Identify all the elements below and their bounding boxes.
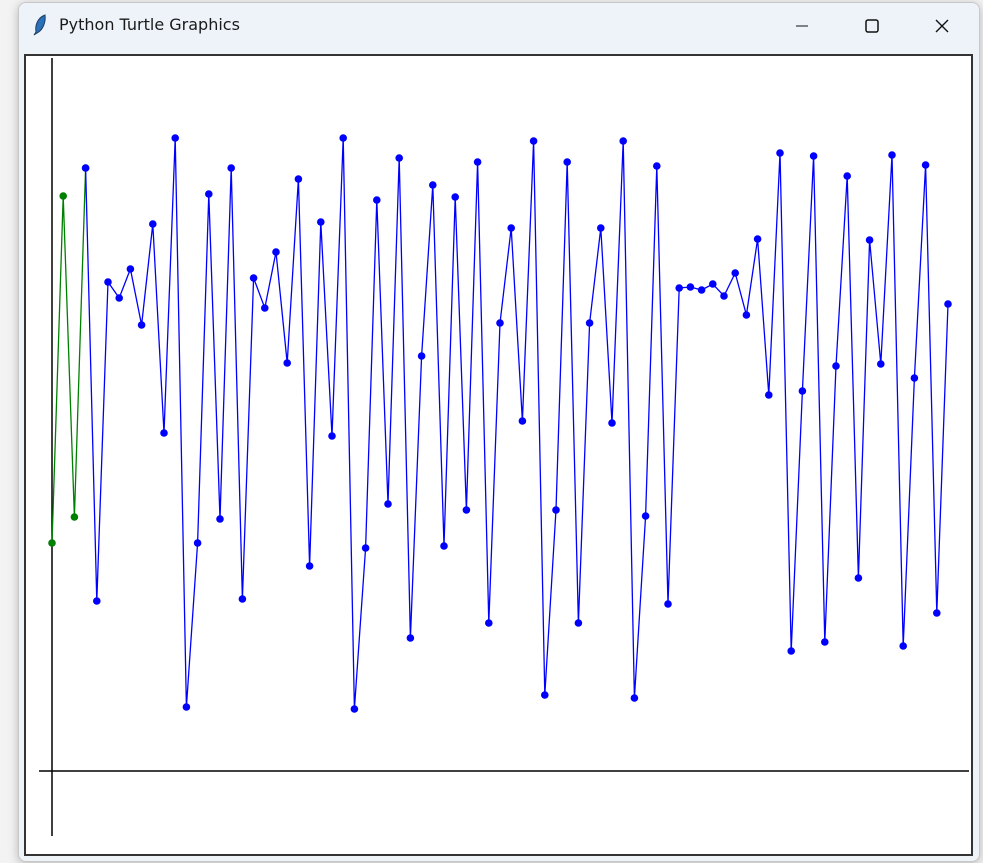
data-point bbox=[608, 419, 616, 427]
data-point bbox=[731, 269, 739, 277]
close-button[interactable] bbox=[919, 3, 965, 48]
series-line-0 bbox=[51, 167, 87, 544]
data-point bbox=[317, 218, 325, 226]
data-point bbox=[518, 417, 527, 425]
data-point bbox=[630, 694, 639, 702]
data-point bbox=[653, 162, 661, 170]
data-point bbox=[205, 190, 213, 198]
data-point bbox=[933, 609, 941, 617]
data-point bbox=[843, 172, 851, 180]
data-point bbox=[697, 286, 706, 294]
data-point bbox=[417, 352, 426, 360]
data-point bbox=[899, 642, 907, 650]
data-point bbox=[865, 236, 874, 244]
title-bar[interactable]: Python Turtle Graphics bbox=[19, 3, 979, 48]
data-point bbox=[541, 691, 549, 699]
data-point bbox=[104, 278, 112, 286]
data-point bbox=[171, 134, 179, 142]
data-point bbox=[373, 196, 381, 204]
data-point bbox=[877, 360, 885, 368]
data-point bbox=[507, 224, 515, 232]
data-point bbox=[160, 429, 168, 437]
data-point bbox=[753, 235, 762, 243]
data-point bbox=[361, 544, 370, 552]
data-point bbox=[328, 432, 336, 440]
data-point bbox=[765, 391, 773, 399]
maximize-button[interactable] bbox=[849, 3, 895, 48]
series-line-1 bbox=[84, 137, 949, 710]
data-point bbox=[720, 292, 728, 300]
data-point bbox=[664, 600, 672, 608]
data-point bbox=[451, 193, 460, 201]
data-point bbox=[787, 647, 795, 655]
data-point bbox=[473, 158, 482, 166]
data-point bbox=[272, 248, 280, 256]
data-point bbox=[585, 319, 594, 327]
data-point bbox=[552, 506, 560, 514]
data-point bbox=[798, 387, 807, 395]
data-point bbox=[440, 542, 448, 550]
data-point bbox=[193, 539, 202, 547]
data-point bbox=[261, 304, 269, 312]
data-point bbox=[944, 300, 952, 308]
data-point bbox=[339, 134, 348, 142]
maximize-icon bbox=[865, 18, 879, 33]
close-icon bbox=[935, 19, 949, 32]
data-point bbox=[81, 164, 90, 172]
data-point bbox=[48, 539, 56, 547]
data-point bbox=[137, 321, 146, 329]
data-point bbox=[93, 597, 101, 605]
data-point bbox=[294, 175, 303, 183]
data-point bbox=[59, 192, 67, 200]
data-point bbox=[182, 703, 191, 711]
data-point bbox=[709, 280, 717, 288]
data-point bbox=[686, 283, 695, 291]
data-point bbox=[809, 152, 818, 160]
data-point bbox=[619, 137, 627, 145]
data-point bbox=[406, 634, 415, 642]
data-point bbox=[641, 512, 650, 520]
data-point bbox=[305, 562, 314, 570]
data-point bbox=[115, 294, 123, 302]
data-point bbox=[283, 359, 292, 367]
data-point bbox=[910, 374, 919, 382]
data-point bbox=[675, 284, 683, 292]
minimize-button[interactable] bbox=[779, 3, 825, 48]
data-point bbox=[854, 574, 863, 582]
minimize-icon bbox=[796, 25, 808, 26]
data-point bbox=[384, 500, 392, 508]
data-point bbox=[227, 164, 235, 172]
data-point bbox=[574, 619, 583, 627]
data-point bbox=[832, 362, 840, 370]
data-point bbox=[563, 158, 571, 166]
data-point bbox=[496, 319, 504, 327]
data-point bbox=[238, 595, 247, 603]
data-point bbox=[429, 181, 437, 189]
data-point bbox=[921, 161, 930, 169]
data-point bbox=[597, 224, 605, 232]
data-point bbox=[126, 265, 135, 273]
data-point bbox=[888, 151, 896, 159]
data-point bbox=[350, 705, 359, 713]
data-point bbox=[462, 506, 471, 514]
data-point bbox=[216, 515, 224, 523]
data-point bbox=[529, 137, 538, 145]
window-title: Python Turtle Graphics bbox=[59, 15, 240, 34]
data-point bbox=[821, 638, 829, 646]
data-point bbox=[149, 220, 157, 228]
data-point bbox=[742, 311, 751, 319]
data-point bbox=[395, 154, 404, 162]
data-point bbox=[485, 619, 493, 627]
data-point bbox=[249, 274, 258, 282]
feather-icon bbox=[33, 14, 46, 36]
data-point bbox=[70, 513, 79, 521]
data-point bbox=[776, 149, 784, 157]
